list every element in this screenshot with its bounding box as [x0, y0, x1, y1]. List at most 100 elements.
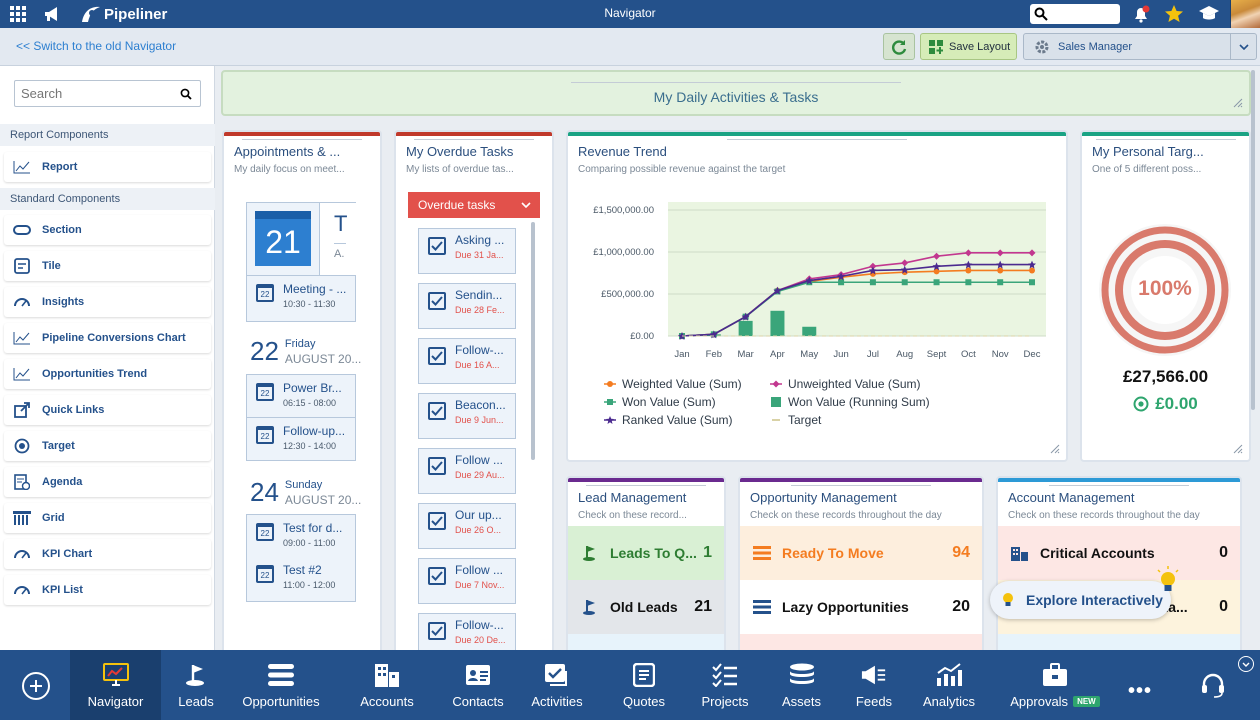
- legend-item[interactable]: Won Value (Running Sum): [770, 395, 930, 409]
- drag-handle[interactable]: [727, 139, 907, 140]
- legend-item[interactable]: Ranked Value (Sum): [604, 413, 733, 427]
- overdue-tasks-card[interactable]: My Overdue Tasks My lists of overdue tas…: [394, 130, 554, 660]
- support-button[interactable]: [1200, 672, 1226, 701]
- resize-icon[interactable]: [1233, 444, 1243, 454]
- drag-handle[interactable]: [1095, 139, 1236, 140]
- apps-grid-icon[interactable]: [10, 6, 26, 22]
- sidebar-item-kpi-list[interactable]: KPI List: [4, 575, 211, 605]
- date-tile[interactable]: 21: [255, 211, 311, 266]
- checkbox-icon[interactable]: [428, 457, 446, 475]
- global-search-input[interactable]: [1030, 4, 1120, 24]
- switch-old-navigator-link[interactable]: << Switch to the old Navigator: [16, 39, 177, 53]
- task-item[interactable]: Follow ... Due 29 Au...: [418, 448, 516, 494]
- component-search-field[interactable]: [15, 81, 165, 105]
- nav-item-assets[interactable]: Assets: [763, 650, 840, 720]
- drag-handle[interactable]: [414, 139, 534, 140]
- checkbox-icon[interactable]: [428, 402, 446, 420]
- save-layout-button[interactable]: Save Layout: [920, 33, 1017, 60]
- nav-item-opportunities[interactable]: Opportunities: [231, 650, 331, 720]
- checkbox-icon[interactable]: [428, 347, 446, 365]
- legend-item[interactable]: Won Value (Sum): [604, 395, 716, 409]
- data-point: [933, 279, 940, 286]
- nav-item-contacts[interactable]: Contacts: [443, 650, 513, 720]
- metric-row-ready-to-move[interactable]: Ready To Move 94: [740, 526, 982, 580]
- resize-icon[interactable]: [1233, 98, 1243, 108]
- metric-row-lazy-opportunities[interactable]: Lazy Opportunities 20: [740, 580, 982, 634]
- opportunity-management-card[interactable]: Opportunity Management Check on these re…: [738, 476, 984, 656]
- drag-handle[interactable]: [1049, 485, 1189, 486]
- nav-item-accounts[interactable]: Accounts: [331, 650, 443, 720]
- checkbox-icon[interactable]: [428, 292, 446, 310]
- sidebar-item-tile[interactable]: Tile: [4, 251, 211, 281]
- revenue-trend-card[interactable]: Revenue Trend Comparing possible revenue…: [566, 130, 1068, 462]
- lead-management-card[interactable]: Lead Management Check on these record...…: [566, 476, 726, 656]
- sidebar-item-kpi-chart[interactable]: KPI Chart: [4, 539, 211, 569]
- legend-item[interactable]: Weighted Value (Sum): [604, 377, 742, 391]
- task-item[interactable]: Our up... Due 26 O...: [418, 503, 516, 549]
- nav-item-feeds[interactable]: Feeds: [840, 650, 908, 720]
- drag-handle[interactable]: [791, 485, 931, 486]
- sidebar-item-opportunities-trend[interactable]: Opportunities Trend: [4, 359, 211, 389]
- component-search-input[interactable]: [14, 80, 201, 107]
- nav-item-quotes[interactable]: Quotes: [601, 650, 687, 720]
- megaphone-icon[interactable]: [44, 6, 62, 25]
- scrollbar[interactable]: [531, 222, 535, 460]
- resize-icon[interactable]: [1050, 444, 1060, 454]
- section-banner[interactable]: My Daily Activities & Tasks: [221, 70, 1251, 116]
- appointment-item[interactable]: 22 Power Br... 06:15 - 08:00: [247, 375, 355, 417]
- task-item[interactable]: Sendin... Due 28 Fe...: [418, 283, 516, 329]
- task-item[interactable]: Follow-... Due 16 A...: [418, 338, 516, 384]
- task-item[interactable]: Follow ... Due 7 Nov...: [418, 558, 516, 604]
- sidebar-item-pipeline-conversions-chart[interactable]: Pipeline Conversions Chart: [4, 323, 211, 353]
- sidebar-item-target[interactable]: Target: [4, 431, 211, 461]
- add-button[interactable]: [22, 672, 50, 700]
- metric-row-leads-to-qualify[interactable]: Leads To Q... 1: [568, 526, 724, 580]
- bell-icon[interactable]: [1132, 5, 1150, 26]
- account-management-card[interactable]: Account Management Check on these record…: [996, 476, 1242, 656]
- checkbox-icon[interactable]: [428, 622, 446, 640]
- nav-item-analytics[interactable]: Analytics: [908, 650, 990, 720]
- nav-item-leads[interactable]: Leads: [161, 650, 231, 720]
- drag-handle[interactable]: [242, 139, 362, 140]
- nav-item-navigator[interactable]: Navigator: [70, 650, 161, 720]
- legend-item[interactable]: Unweighted Value (Sum): [770, 377, 921, 391]
- task-item[interactable]: Asking ... Due 31 Ja...: [418, 228, 516, 274]
- user-avatar[interactable]: [1230, 0, 1260, 28]
- appointment-item[interactable]: 22 Test #2 11:00 - 12:00: [247, 557, 355, 599]
- nav-item-approvals[interactable]: Approvals NEW: [990, 650, 1120, 720]
- main-scrollbar[interactable]: [1251, 70, 1255, 410]
- nav-item-activities[interactable]: Activities: [513, 650, 601, 720]
- appointment-preview[interactable]: T A.: [319, 203, 357, 275]
- star-icon[interactable]: [1164, 4, 1184, 27]
- graduation-cap-icon[interactable]: [1198, 5, 1220, 26]
- drag-handle[interactable]: [586, 485, 706, 486]
- appointments-card[interactable]: Appointments & ... My daily focus on mee…: [222, 130, 382, 660]
- task-item[interactable]: Beacon... Due 9 Jun...: [418, 393, 516, 439]
- metric-row-old-leads[interactable]: Old Leads 21: [568, 580, 724, 634]
- sidebar-item-quick-links[interactable]: Quick Links: [4, 395, 211, 425]
- personal-target-card[interactable]: My Personal Targ... One of 5 different p…: [1080, 130, 1251, 462]
- drag-handle[interactable]: [571, 82, 901, 83]
- legend-item[interactable]: Target: [770, 413, 821, 427]
- refresh-button[interactable]: [883, 33, 915, 60]
- sidebar-item-section[interactable]: Section: [4, 215, 211, 245]
- sidebar-item-report[interactable]: Report: [4, 152, 211, 182]
- appointment-item[interactable]: 22 Meeting - ... 10:30 - 11:30: [247, 275, 355, 317]
- checkbox-icon[interactable]: [428, 567, 446, 585]
- metric-row-critical-accounts[interactable]: Critical Accounts 0: [998, 526, 1240, 580]
- appointment-item[interactable]: 22 Follow-up... 12:30 - 14:00: [247, 417, 355, 459]
- overdue-dropdown[interactable]: Overdue tasks: [408, 192, 540, 218]
- chevron-down-icon[interactable]: [1230, 34, 1256, 59]
- checkbox-icon[interactable]: [428, 512, 446, 530]
- profile-select[interactable]: Sales Manager: [1023, 33, 1257, 60]
- explore-interactively-button[interactable]: Explore Interactively: [990, 581, 1171, 619]
- nav-item-projects[interactable]: Projects: [687, 650, 763, 720]
- sidebar-item-grid[interactable]: Grid: [4, 503, 211, 533]
- more-button[interactable]: •••: [1128, 680, 1153, 702]
- collapse-button[interactable]: [1238, 656, 1254, 672]
- task-item[interactable]: Follow-... Due 20 De...: [418, 613, 516, 658]
- sidebar-item-agenda[interactable]: Agenda: [4, 467, 211, 497]
- checkbox-icon[interactable]: [428, 237, 446, 255]
- sidebar-item-insights[interactable]: Insights: [4, 287, 211, 317]
- appointment-item[interactable]: 22 Test for d... 09:00 - 11:00: [247, 515, 355, 557]
